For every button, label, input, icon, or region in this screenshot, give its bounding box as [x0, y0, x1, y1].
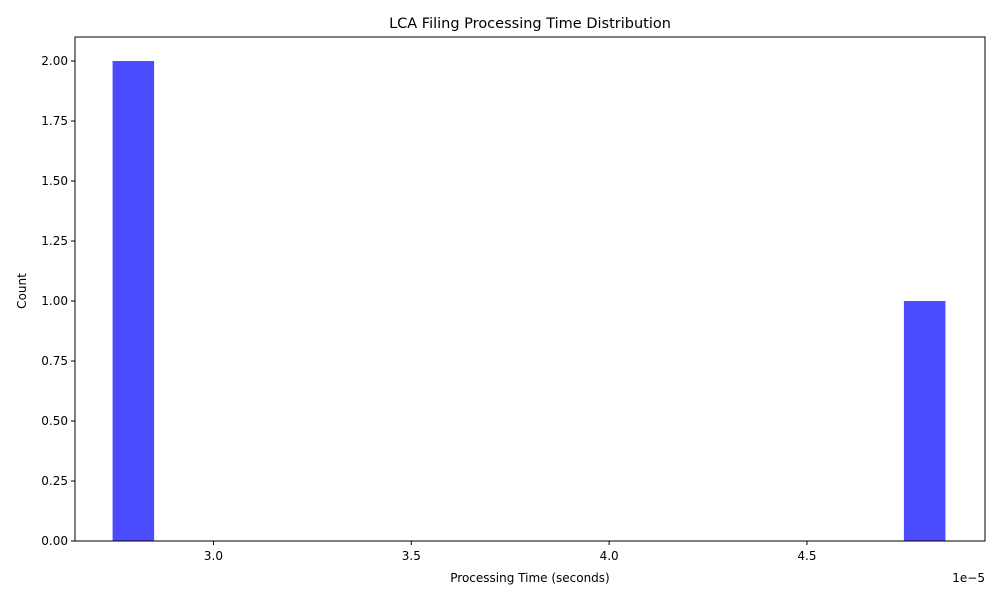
x-tick-label: 4.0 [600, 549, 619, 563]
y-tick-label: 1.25 [41, 234, 68, 248]
plot-frame [74, 36, 986, 542]
histogram-bar-2 [903, 301, 946, 541]
x-tick-label: 3.0 [204, 549, 223, 563]
y-tick-label: 0.50 [41, 414, 68, 428]
y-tick-label: 0.25 [41, 474, 68, 488]
bars-layer [112, 61, 946, 541]
y-tick-label: 1.50 [41, 174, 68, 188]
x-tick-label: 3.5 [402, 549, 421, 563]
y-axis-ticks: 0.00 0.25 0.50 0.75 1.00 1.25 1.50 1.75 2.00 [41, 54, 75, 548]
y-tick-label: 0.00 [41, 534, 68, 548]
y-axis-label: Count [15, 273, 29, 309]
x-axis-ticks: 3.0 3.5 4.0 4.5 [204, 541, 817, 563]
y-tick-label: 1.75 [41, 114, 68, 128]
x-offset-text: 1e−5 [952, 571, 985, 585]
x-tick-label: 4.5 [797, 549, 816, 563]
x-axis-label: Processing Time (seconds) [450, 571, 610, 585]
y-tick-label: 0.75 [41, 354, 68, 368]
chart-title: LCA Filing Processing Time Distribution [389, 16, 671, 32]
histogram-bar-1 [112, 61, 155, 541]
y-tick-label: 2.00 [41, 54, 68, 68]
y-tick-label: 1.00 [41, 294, 68, 308]
